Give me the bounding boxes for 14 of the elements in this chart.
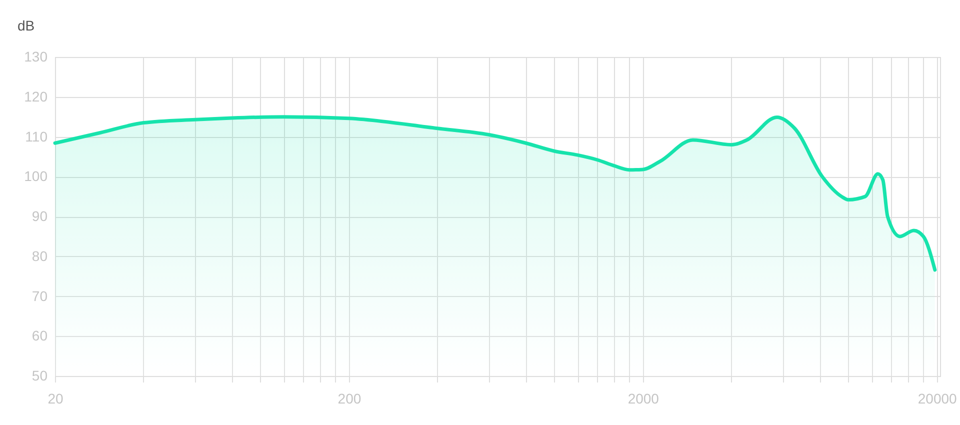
y-tick-label: 100 [24,168,48,184]
y-tick-label: 70 [32,288,48,304]
y-tick-label: 130 [24,48,48,64]
y-tick-label: 110 [25,128,48,144]
y-tick-label: 60 [32,328,48,344]
y-tick-label: 120 [24,88,48,104]
x-tick-label: 20 [48,390,64,406]
x-tick-label: 200 [338,390,362,406]
x-tick-label: 2000 [628,390,660,406]
y-axis-title: dB [18,18,35,34]
y-tick-label: 50 [32,368,48,384]
y-tick-label: 80 [32,248,48,264]
y-tick-label: 90 [32,208,48,224]
x-tick-label: 20000 [918,390,958,406]
